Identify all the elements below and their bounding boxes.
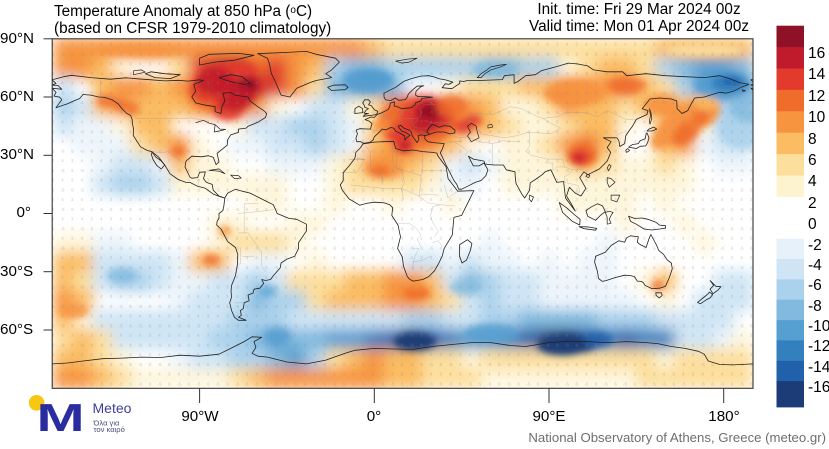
svg-text:Όλα για: Όλα για	[93, 419, 121, 428]
svg-text:Meteo: Meteo	[93, 400, 132, 416]
svg-text:M: M	[37, 397, 85, 439]
svg-text:τον καιρό: τον καιρό	[94, 425, 125, 434]
